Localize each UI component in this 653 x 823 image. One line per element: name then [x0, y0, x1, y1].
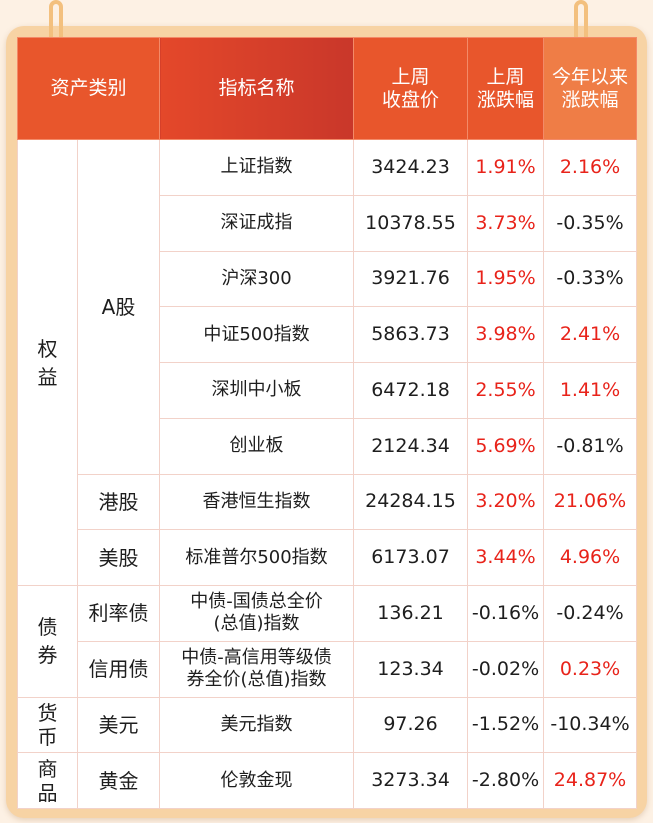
weekly-change: -1.52%	[467, 696, 545, 754]
table-row: 中证500指数 5863.73 3.98% 2.41%	[18, 306, 638, 363]
index-name: 深圳中小板	[159, 362, 355, 419]
index-name: 中债-国债总全价 (总值)指数	[159, 585, 355, 642]
group-commodity: 商品	[17, 752, 78, 809]
index-name: 创业板	[159, 417, 355, 475]
subgroup-rate-bond: 利率债	[76, 585, 161, 642]
close-price: 123.34	[353, 640, 469, 698]
weekly-change: 3.98%	[467, 306, 545, 363]
table-row: 沪深300 3921.76 1.95% -0.33%	[18, 250, 638, 308]
table-row: 信用债 中债-高信用等级债 券全价(总值)指数 123.34 -0.02% 0.…	[18, 640, 638, 698]
table-row: 商品 黄金 伦敦金现 3273.34 -2.80% 24.87%	[17, 752, 638, 809]
index-name: 美元指数	[159, 696, 355, 754]
header-close-price: 上周 收盘价	[353, 37, 469, 140]
index-name: 香港恒生指数	[159, 473, 355, 531]
weekly-change: 5.69%	[467, 417, 545, 475]
header-index-name: 指标名称	[159, 37, 355, 140]
close-price: 6472.18	[353, 362, 469, 419]
table-row: 创业板 2124.34 5.69% -0.81%	[18, 417, 638, 475]
ytd-change: -0.24%	[543, 585, 638, 642]
close-price: 6173.07	[353, 529, 469, 586]
market-table-sheet: 资产类别 指标名称 上周 收盘价 上周 涨跌幅 今年以来 涨跌幅 权益 A股 上…	[16, 37, 638, 809]
weekly-change: 3.20%	[467, 473, 545, 531]
weekly-change: -2.80%	[467, 752, 545, 809]
index-name: 伦敦金现	[159, 752, 355, 809]
ytd-change: -0.33%	[543, 250, 638, 308]
close-price: 2124.34	[353, 417, 469, 475]
subgroup-hk: 港股	[76, 473, 161, 531]
ytd-change: 4.96%	[543, 529, 638, 586]
weekly-change: -0.16%	[467, 585, 545, 642]
weekly-change: 3.44%	[467, 529, 545, 586]
subgroup-usd: 美元	[76, 696, 161, 754]
index-name: 标准普尔500指数	[159, 529, 355, 586]
close-price: 3921.76	[353, 250, 469, 308]
ytd-change: 2.16%	[543, 139, 638, 196]
table-row: 港股 香港恒生指数 24284.15 3.20% 21.06%	[18, 473, 638, 531]
index-name: 深证成指	[159, 194, 355, 252]
subgroup-a-share: A股	[76, 139, 161, 475]
subgroup-gold: 黄金	[76, 752, 161, 809]
ytd-change: 24.87%	[543, 752, 638, 809]
weekly-change: 3.73%	[467, 194, 545, 252]
table-row: 权益 A股 上证指数 3424.23 1.91% 2.16%	[17, 139, 638, 586]
group-bond: 债券	[17, 585, 78, 698]
ytd-change: 2.41%	[543, 306, 638, 363]
group-equity: 权益	[17, 139, 78, 586]
ytd-change: -0.35%	[543, 194, 638, 252]
close-price: 10378.55	[353, 194, 469, 252]
group-currency: 货币	[17, 696, 78, 754]
header-asset-class: 资产类别	[16, 37, 161, 140]
subgroup-credit-bond: 信用债	[76, 640, 161, 698]
header-weekly-change: 上周 涨跌幅	[467, 37, 545, 140]
weekly-change: 1.91%	[467, 139, 545, 196]
table-row: 货币 美元 美元指数 97.26 -1.52% -10.34%	[17, 696, 638, 754]
close-price: 5863.73	[353, 306, 469, 363]
table-row: 美股 标准普尔500指数 6173.07 3.44% 4.96%	[18, 529, 638, 586]
index-name: 中债-高信用等级债 券全价(总值)指数	[159, 640, 355, 698]
close-price: 3273.34	[353, 752, 469, 809]
ytd-change: 21.06%	[543, 473, 638, 531]
header-ytd-change: 今年以来 涨跌幅	[543, 37, 638, 140]
close-price: 3424.23	[353, 139, 469, 196]
subgroup-us: 美股	[76, 529, 161, 586]
ytd-change: -0.81%	[543, 417, 638, 475]
ytd-change: 0.23%	[543, 640, 638, 698]
market-weekly-table: 资产类别 指标名称 上周 收盘价 上周 涨跌幅 今年以来 涨跌幅 权益 A股 上…	[16, 37, 638, 809]
ytd-change: -10.34%	[543, 696, 638, 754]
table-row: 深圳中小板 6472.18 2.55% 1.41%	[18, 362, 638, 419]
index-name: 上证指数	[159, 139, 355, 196]
close-price: 97.26	[353, 696, 469, 754]
index-name: 中证500指数	[159, 306, 355, 363]
table-row: 债券 利率债 中债-国债总全价 (总值)指数 136.21 -0.16% -0.…	[17, 585, 638, 698]
index-name: 沪深300	[159, 250, 355, 308]
ytd-change: 1.41%	[543, 362, 638, 419]
table-row: 深证成指 10378.55 3.73% -0.35%	[18, 194, 638, 252]
weekly-change: 2.55%	[467, 362, 545, 419]
close-price: 24284.15	[353, 473, 469, 531]
close-price: 136.21	[353, 585, 469, 642]
weekly-change: 1.95%	[467, 250, 545, 308]
weekly-change: -0.02%	[467, 640, 545, 698]
